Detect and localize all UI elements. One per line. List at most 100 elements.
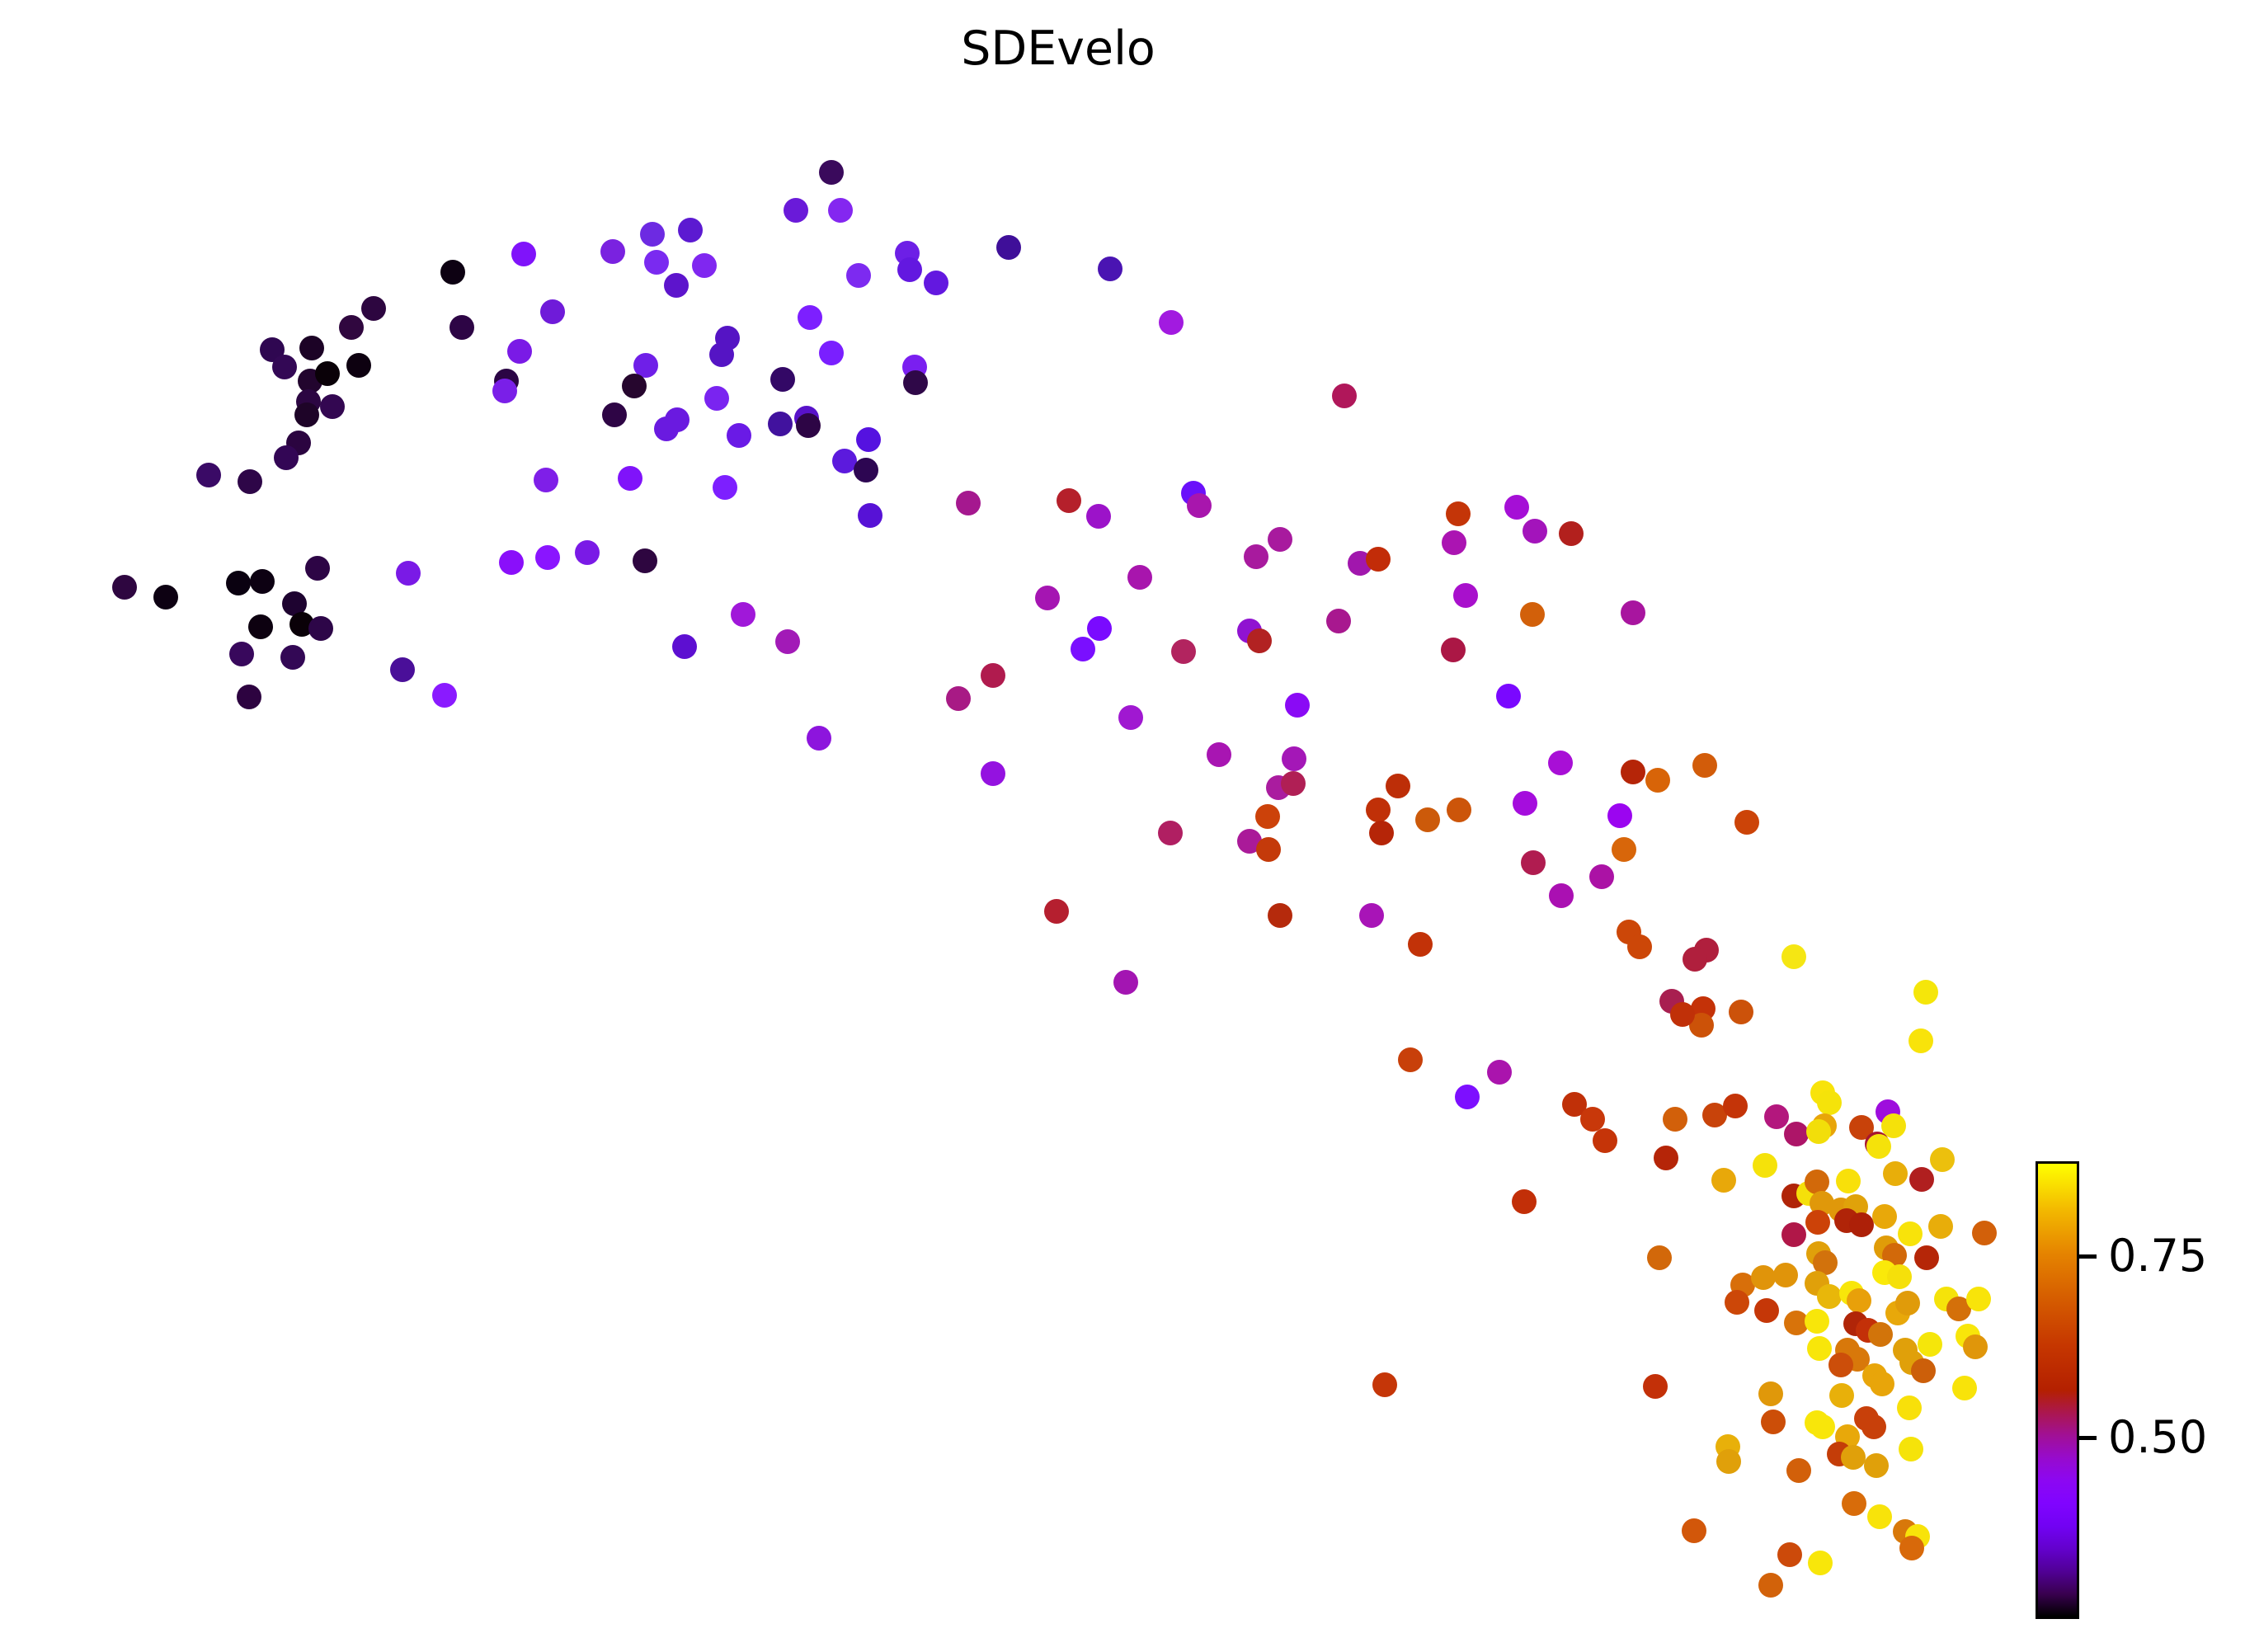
scatter-point — [1647, 1245, 1672, 1270]
scatter-point — [1621, 600, 1645, 625]
scatter-point — [1861, 1414, 1886, 1439]
scatter-point — [1716, 1449, 1741, 1474]
scatter-point — [1913, 980, 1938, 1005]
scatter-point — [1810, 1414, 1835, 1439]
scatter-point — [1784, 1122, 1809, 1146]
scatter-point — [897, 257, 922, 282]
scatter-point — [226, 571, 251, 595]
scatter-point — [1359, 903, 1384, 928]
scatter-point — [507, 339, 532, 364]
colorbar-tick-label: 0.75 — [2108, 1230, 2208, 1282]
scatter-point — [248, 614, 273, 639]
scatter-point — [1868, 1322, 1893, 1347]
scatter-point — [981, 761, 1005, 786]
scatter-point — [1842, 1491, 1866, 1516]
scatter-point — [1453, 583, 1478, 608]
scatter-point — [294, 402, 319, 427]
scatter-point — [796, 413, 821, 438]
scatter-point — [1805, 1309, 1829, 1334]
scatter-point — [1442, 530, 1466, 555]
scatter-point — [1773, 1263, 1798, 1287]
scatter-point — [238, 469, 262, 494]
scatter-point — [622, 374, 647, 398]
scatter-point — [846, 263, 871, 288]
scatter-point — [807, 726, 831, 751]
scatter-point — [1281, 771, 1306, 796]
scatter-point — [1734, 810, 1759, 835]
scatter-point — [1883, 1161, 1908, 1186]
scatter-point — [1866, 1134, 1891, 1159]
scatter-point — [858, 503, 882, 528]
scatter-point — [534, 468, 558, 492]
scatter-point — [1683, 947, 1707, 972]
scatter-point — [1372, 1372, 1397, 1397]
scatter-point — [924, 271, 948, 295]
scatter-point — [1127, 565, 1152, 590]
scatter-point — [618, 466, 642, 491]
scatter-point — [704, 386, 729, 411]
scatter-point — [1044, 899, 1069, 924]
scatter-point — [956, 491, 981, 515]
scatter-point — [1899, 1437, 1923, 1461]
scatter-point — [1386, 774, 1410, 798]
scatter-point — [1898, 1221, 1923, 1246]
scatter-point — [1872, 1204, 1897, 1229]
scatter-point — [1781, 944, 1806, 969]
scatter-point — [1817, 1284, 1842, 1309]
scatter-point — [1952, 1376, 1977, 1400]
scatter-point — [1255, 804, 1280, 829]
scatter-point — [1523, 519, 1547, 544]
colorbar-tick-mark — [2079, 1254, 2097, 1259]
scatter-point — [1057, 488, 1081, 513]
scatter-point — [1751, 1265, 1776, 1290]
scatter-point — [361, 296, 386, 321]
scatter-point — [692, 253, 717, 278]
scatter-point — [1966, 1287, 1991, 1311]
scatter-point — [1487, 1060, 1512, 1085]
scatter-point — [1764, 1104, 1789, 1129]
scatter-point — [153, 585, 178, 609]
scatter-point — [1268, 903, 1292, 928]
scatter-point — [535, 545, 560, 570]
scatter-point — [1521, 850, 1546, 875]
scatter-point — [1654, 1146, 1678, 1170]
scatter-point — [346, 353, 371, 378]
scatter-point — [1593, 1128, 1617, 1153]
scatter-point — [678, 218, 703, 242]
scatter-point — [1366, 547, 1391, 572]
scatter-point — [1928, 1214, 1953, 1239]
scatter-point — [1805, 1210, 1830, 1235]
scatter-point — [768, 412, 793, 436]
scatter-point — [775, 629, 800, 654]
scatter-point — [1504, 495, 1529, 520]
scatter-point — [903, 370, 928, 395]
scatter-point — [819, 160, 844, 185]
scatter-point — [1589, 864, 1614, 889]
scatter-point — [1098, 257, 1122, 281]
scatter-point — [1911, 1358, 1936, 1383]
scatter-point — [1867, 1504, 1892, 1529]
scatter-point — [1207, 742, 1231, 767]
scatter-point — [731, 602, 755, 627]
scatter-point — [1446, 501, 1471, 526]
scatter-point — [1415, 807, 1440, 832]
scatter-point — [633, 548, 657, 573]
scatter-point — [832, 449, 857, 473]
scatter-point — [390, 657, 415, 682]
scatter-point — [540, 299, 565, 324]
scatter-point — [1807, 1336, 1832, 1361]
scatter-point — [1369, 821, 1394, 845]
scatter-point — [784, 198, 808, 223]
scatter-point — [511, 242, 536, 266]
scatter-point — [1158, 821, 1183, 845]
scatter-point — [672, 634, 697, 659]
scatter-point — [229, 642, 254, 666]
scatter-point — [1549, 883, 1574, 908]
scatter-point — [280, 645, 305, 670]
scatter-point — [600, 239, 625, 264]
scatter-point — [1908, 1028, 1933, 1053]
colorbar-tick-mark — [2079, 1435, 2097, 1440]
scatter-point — [654, 417, 679, 441]
scatter-point — [946, 686, 971, 711]
